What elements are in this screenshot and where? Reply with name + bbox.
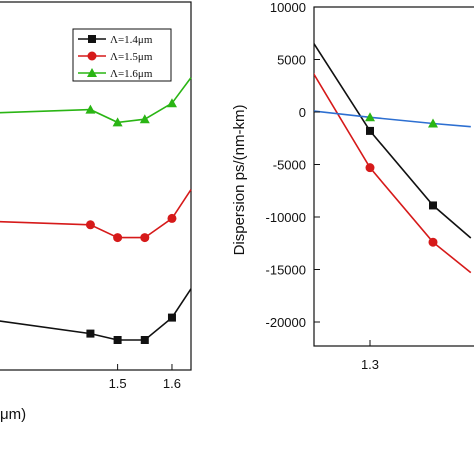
left-point-0-1 (113, 336, 122, 344)
left-x-tick-label: 1.6 (163, 376, 181, 391)
right-point-3-1 (428, 118, 438, 128)
left-point-2-2 (139, 114, 150, 124)
right-y-ticks: 10000 5000 0 -5000 -10000 -15000 -20000 (266, 0, 320, 330)
right-series-line-0 (314, 42, 472, 239)
left-x-ticks: 1.5 1.6 (109, 364, 181, 391)
left-series-markers (85, 98, 177, 344)
right-y-tick-label: 0 (299, 105, 306, 120)
right-point-0-0 (366, 126, 374, 135)
left-point-0-2 (140, 336, 149, 344)
legend-marker-triangle (87, 68, 97, 77)
right-series-line-1 (314, 72, 472, 274)
right-series-line-2 (314, 110, 471, 128)
left-point-1-2 (140, 233, 150, 243)
right-x-tick-label: 1.3 (361, 357, 379, 372)
legend-label-3: Λ=1.6μm (110, 68, 153, 80)
right-y-tick-label: -10000 (266, 210, 306, 225)
left-series-line-0 (0, 288, 192, 341)
left-point-1-1 (113, 233, 123, 243)
left-plot-frame (0, 1, 192, 371)
right-chart: 10000 5000 0 -5000 -10000 -15000 -20000 1.3 Di… (231, 0, 474, 372)
right-point-0-1 (429, 201, 437, 210)
right-point-1-0 (365, 163, 375, 173)
legend-label-1: Λ=1.4μm (110, 34, 153, 46)
right-y-tick-label: -20000 (266, 315, 306, 330)
left-point-0-0 (86, 329, 95, 338)
right-point-3-0 (365, 112, 375, 122)
legend-marker-circle (87, 51, 97, 61)
left-series-line-2 (0, 77, 192, 124)
right-y-axis-label: Dispersion ps/(nm-km) (231, 105, 248, 256)
right-y-tick-label: -5000 (273, 158, 306, 173)
right-series-markers (365, 112, 438, 247)
right-x-ticks: 1.3 (361, 340, 379, 372)
right-plot-frame (313, 6, 474, 347)
legend-marker-square (88, 35, 96, 43)
left-point-0-3 (167, 313, 176, 322)
left-series-lines (0, 77, 192, 341)
left-series-line-1 (0, 189, 192, 239)
right-y-tick-label: -15000 (266, 263, 306, 278)
left-point-1-0 (85, 220, 95, 230)
left-chart: 1.5 1.6 μm) Λ=1.4μm Λ=1.5μm Λ=1.6μm (0, 1, 192, 423)
left-x-tick-label: 1.5 (109, 376, 127, 391)
right-y-tick-label: 10000 (270, 0, 306, 15)
left-point-2-1 (112, 117, 123, 127)
legend-label-2: Λ=1.5μm (110, 51, 153, 63)
left-point-1-3 (167, 213, 177, 223)
legend: Λ=1.4μm Λ=1.5μm Λ=1.6μm (72, 28, 172, 82)
left-point-2-0 (85, 104, 96, 114)
right-y-tick-label: 5000 (277, 53, 306, 68)
right-point-1-1 (428, 237, 438, 247)
left-x-axis-label: μm) (0, 406, 26, 423)
left-point-2-3 (166, 98, 177, 108)
right-series-lines (314, 42, 472, 274)
